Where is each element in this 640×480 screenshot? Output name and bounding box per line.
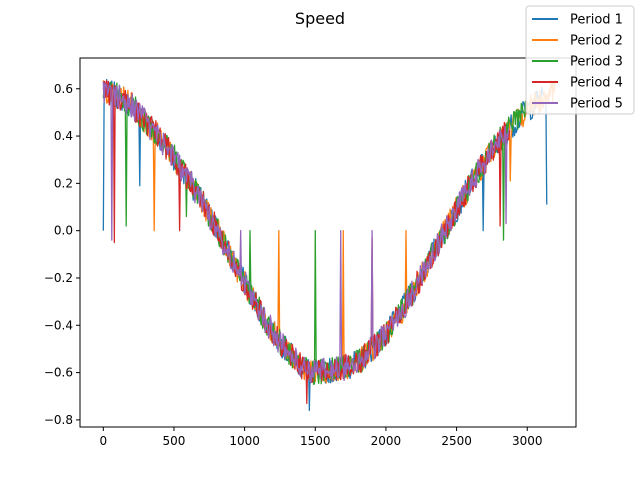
y-tick-label: −0.2 xyxy=(44,271,73,285)
series-line-4 xyxy=(102,80,511,404)
y-tick-label: 0.6 xyxy=(54,82,73,96)
legend-label: Period 2 xyxy=(570,34,623,49)
plot-frame xyxy=(79,57,577,428)
y-tick-label: −0.6 xyxy=(44,366,73,380)
legend-label: Period 4 xyxy=(570,76,623,91)
legend-label: Period 3 xyxy=(570,55,623,70)
x-tick-label: 500 xyxy=(163,434,186,448)
y-tick-label: 0.2 xyxy=(54,176,73,190)
y-tick-label: −0.8 xyxy=(44,413,73,427)
series-line-3 xyxy=(102,81,527,385)
series-layer xyxy=(102,78,556,412)
x-axis: 0 500 1000 1500 2000 2500 3000 xyxy=(99,427,543,448)
x-tick-label: 2000 xyxy=(371,434,402,448)
x-tick-label: 1000 xyxy=(229,434,260,448)
y-tick-label: −0.4 xyxy=(44,318,73,332)
legend-label: Period 1 xyxy=(570,13,623,28)
x-tick-label: 0 xyxy=(99,434,107,448)
y-tick-label: 0.4 xyxy=(54,129,73,143)
series-line-1 xyxy=(102,78,548,412)
y-tick-label: 0.0 xyxy=(54,224,73,238)
legend-box xyxy=(525,5,635,115)
x-tick-label: 2500 xyxy=(441,434,472,448)
legend: Period 1 Period 2 Period 3 Period 4 Period 5 xyxy=(525,5,635,115)
chart-title: Speed xyxy=(295,9,345,28)
series-line-2 xyxy=(102,80,556,384)
x-tick-label: 3000 xyxy=(512,434,543,448)
series-line-5 xyxy=(102,81,510,384)
legend-label: Period 5 xyxy=(570,97,623,112)
x-tick-label: 1500 xyxy=(300,434,331,448)
y-axis: −0.8 −0.6 −0.4 −0.2 0.0 0.2 0.4 0.6 xyxy=(44,82,80,427)
